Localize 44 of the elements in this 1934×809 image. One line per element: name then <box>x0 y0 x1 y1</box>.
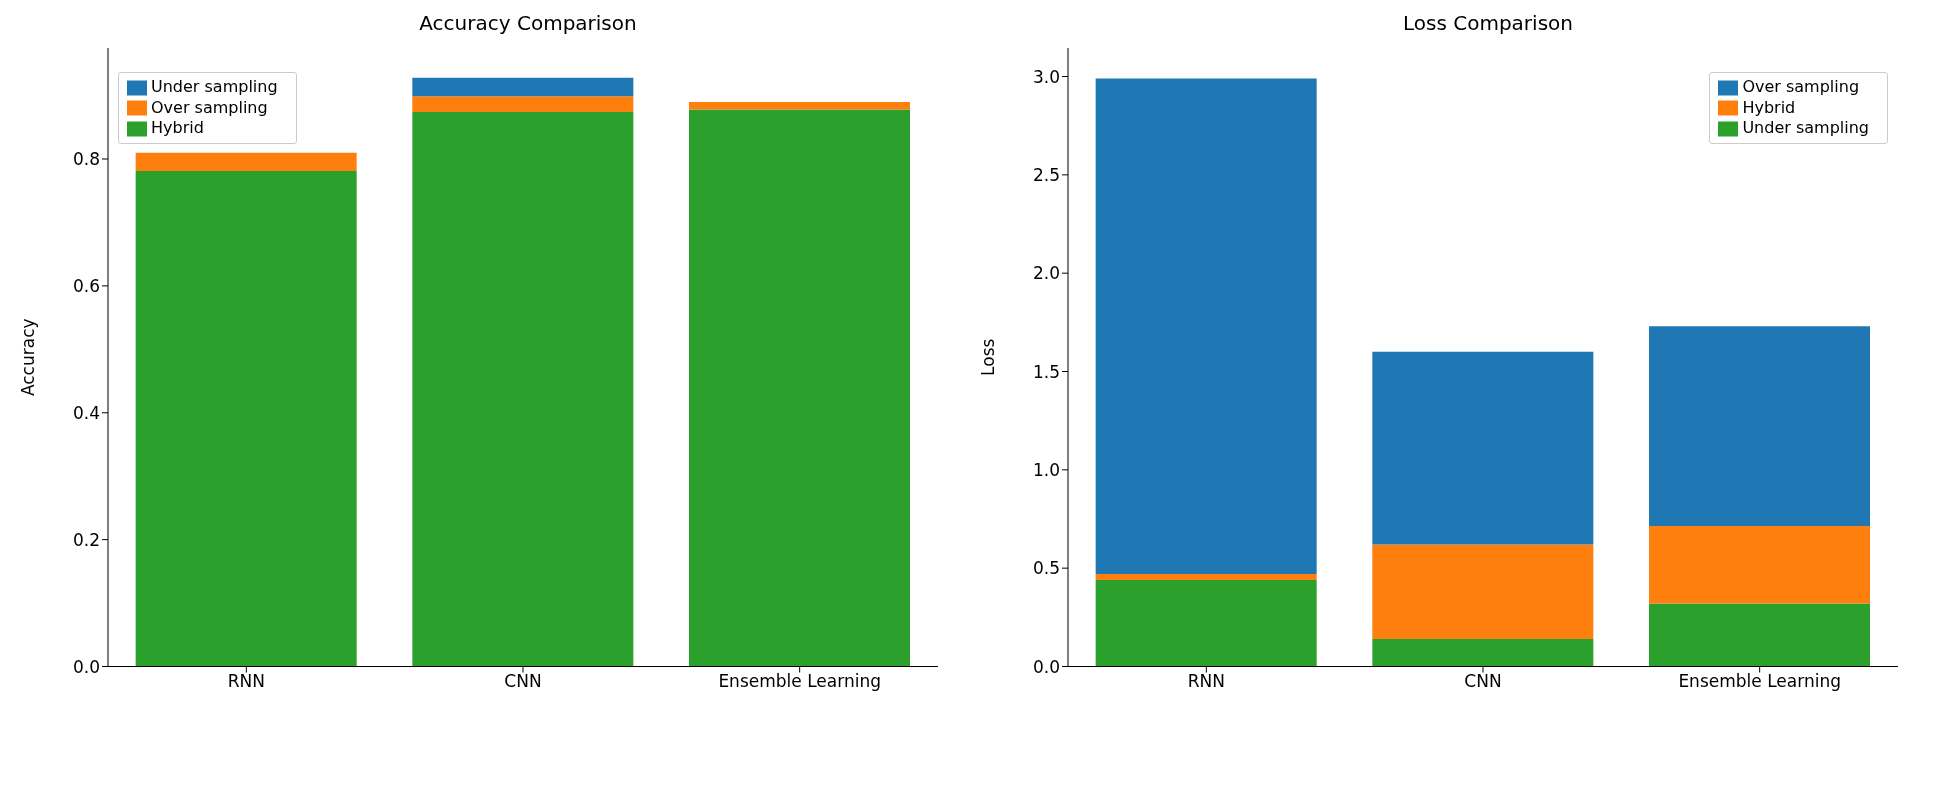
bar <box>412 96 634 113</box>
legend-label: Over sampling <box>151 97 268 117</box>
bar <box>412 77 634 97</box>
legend-label: Under sampling <box>151 77 278 96</box>
bar <box>1372 544 1594 639</box>
y-axis-title: Loss <box>978 338 999 376</box>
y-tick-label: 3.0 <box>1032 66 1060 87</box>
bar <box>1372 638 1594 667</box>
bar <box>1095 574 1317 580</box>
bar <box>1649 326 1870 526</box>
x-tick-label: CNN <box>504 670 542 691</box>
y-tick-label: 0.0 <box>72 656 100 677</box>
bar <box>1095 78 1317 575</box>
x-tick-label: RNN <box>1187 670 1225 691</box>
y-axis-title: Accuracy <box>18 318 39 397</box>
y-tick-label: 0.5 <box>1032 558 1060 579</box>
x-tick-label: Ensemble Learning <box>1678 670 1841 691</box>
y-tick-label: 1.5 <box>1032 361 1060 382</box>
legend-label: Over sampling <box>1742 77 1860 96</box>
chart-title: Accuracy Comparison <box>418 10 638 37</box>
bar <box>412 112 634 667</box>
legend-label: Under sampling <box>1742 118 1869 137</box>
x-tick-label: CNN <box>1464 670 1502 691</box>
chart-title: Loss Comparison <box>1402 10 1574 37</box>
x-tick-label: Ensemble Learning <box>718 670 881 691</box>
y-tick-label: 0.4 <box>72 402 100 423</box>
legend-label: Hybrid <box>1742 97 1796 117</box>
y-tick-label: 1.0 <box>1032 459 1060 480</box>
bar <box>1095 579 1317 667</box>
bar <box>135 152 357 172</box>
y-tick-label: 0.8 <box>72 149 100 170</box>
bar <box>1649 603 1870 667</box>
y-tick-label: 2.0 <box>1032 263 1060 284</box>
bar <box>689 101 910 110</box>
bar <box>1372 351 1594 545</box>
bar <box>1649 525 1870 604</box>
y-tick-label: 0.2 <box>72 529 100 550</box>
y-tick-label: 0.6 <box>72 275 100 296</box>
x-tick-label: RNN <box>227 670 265 691</box>
bar <box>135 171 357 667</box>
y-tick-label: 2.5 <box>1032 164 1060 185</box>
bar <box>689 109 910 667</box>
legend-label: Hybrid <box>151 118 204 137</box>
y-tick-label: 0.0 <box>1032 656 1060 677</box>
